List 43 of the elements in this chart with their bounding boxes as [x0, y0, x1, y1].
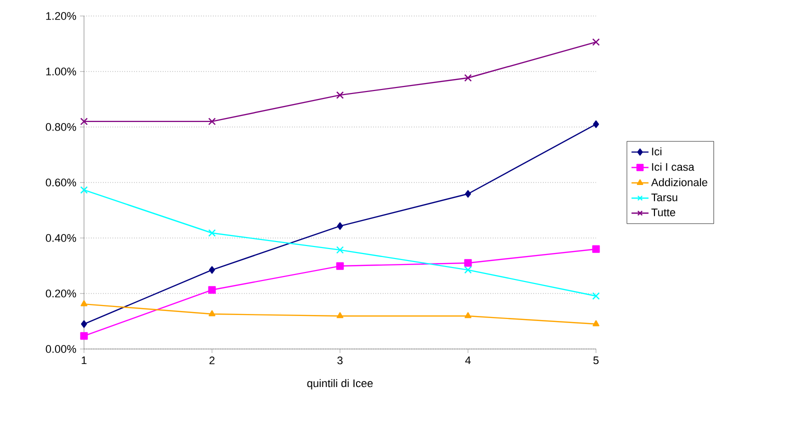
y-tick-label: 1.00% — [46, 68, 76, 76]
legend-label: Tarsu — [651, 194, 678, 202]
point — [464, 266, 472, 274]
point — [337, 222, 343, 230]
point — [592, 38, 600, 46]
point — [336, 91, 344, 99]
legend-label: Addizionale — [651, 178, 708, 186]
point — [80, 332, 88, 340]
point — [336, 312, 344, 318]
legend-label: Tutte — [651, 208, 676, 216]
y-tick-label: 0.00% — [46, 345, 76, 353]
point — [80, 118, 88, 126]
point — [464, 259, 472, 267]
point — [464, 74, 472, 82]
point — [592, 320, 600, 326]
x-tick-label: 4 — [465, 356, 471, 364]
x-tick-label: 2 — [210, 356, 214, 364]
point — [208, 286, 216, 294]
point — [592, 245, 600, 253]
x-tick-label: 1 — [82, 356, 87, 364]
x-tick-label: 5 — [593, 356, 599, 364]
point — [208, 118, 216, 126]
point — [592, 292, 600, 300]
point — [81, 320, 87, 328]
y-tick-label: 0.40% — [46, 234, 76, 242]
x-tick-label: 3 — [337, 356, 343, 364]
point — [208, 229, 216, 237]
y-tick-label: 1.20% — [46, 12, 76, 20]
point — [465, 190, 471, 198]
point — [208, 310, 216, 316]
x-axis-title: quintili di Icee — [307, 379, 373, 390]
point — [336, 262, 344, 270]
legend-label: Ici I casa — [652, 162, 694, 171]
point — [593, 120, 599, 128]
y-tick-label: 0.60% — [46, 178, 76, 186]
legend-label: Ici — [652, 147, 662, 156]
y-tick-label: 0.80% — [46, 123, 76, 131]
point — [336, 246, 344, 254]
point — [464, 312, 472, 318]
point — [80, 300, 88, 306]
point — [80, 186, 88, 194]
point — [209, 266, 215, 274]
y-tick-label: 0.20% — [46, 290, 76, 298]
